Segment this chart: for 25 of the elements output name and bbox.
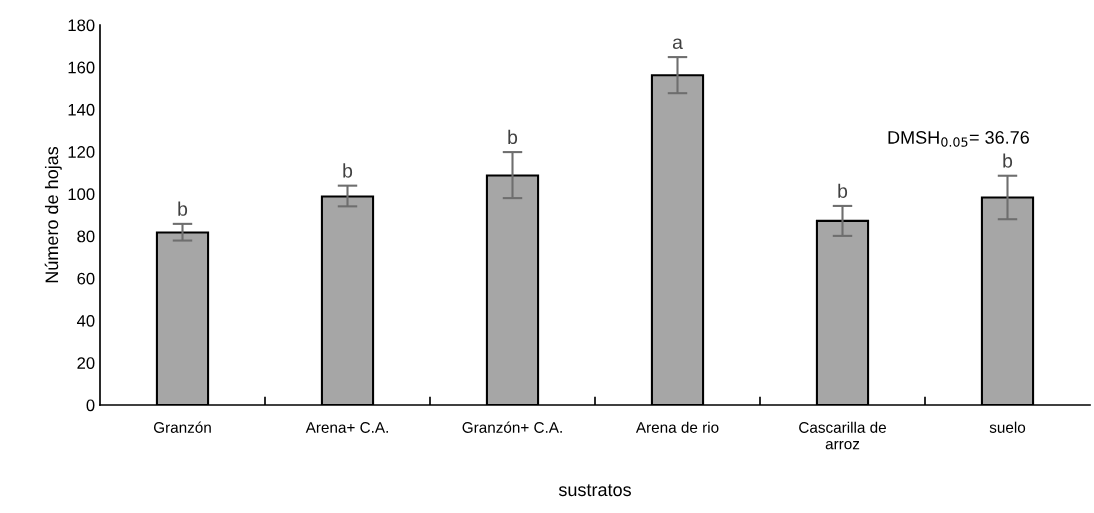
y-tick-label: 60: [77, 272, 95, 285]
y-axis-title: Número de hojas: [44, 146, 62, 283]
annotation: b: [1003, 153, 1013, 168]
y-tick-label: 160: [68, 61, 95, 74]
y-tick-label: 180: [68, 19, 95, 32]
annotation: b: [838, 183, 848, 198]
x-axis-title: sustratos: [558, 484, 631, 497]
x-tick-label: suelo: [989, 421, 1026, 433]
y-tick-label: 20: [77, 357, 95, 369]
x-tick-label: Arena de rio: [635, 421, 719, 433]
x-tick-label: Cascarilla de arroz: [799, 421, 886, 450]
y-tick-label: 40: [76, 314, 95, 327]
annotation: b: [178, 201, 188, 216]
x-tick-label: Arena+ C.A.: [305, 422, 388, 433]
y-tick-label: 140: [68, 103, 95, 116]
y-tick-label: 80: [77, 230, 95, 243]
annotation: b: [343, 163, 353, 178]
x-tick-label: Granzón+ C.A.: [462, 421, 562, 433]
annotation: a: [672, 38, 683, 50]
y-tick-label: 100: [68, 188, 95, 201]
annotation: b: [508, 129, 518, 145]
y-tick-label: 120: [68, 146, 95, 158]
annotation: DMSH$_{0.05}$= 36.76: [888, 131, 1029, 147]
x-tick-label: Granzón: [153, 421, 211, 433]
y-tick-label: 0: [86, 399, 95, 412]
